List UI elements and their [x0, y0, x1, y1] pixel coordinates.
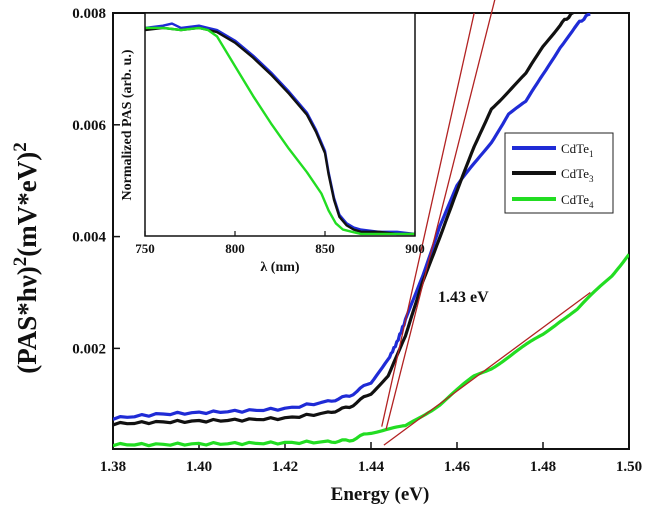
fit-line-2: [385, 0, 496, 430]
main-x-axis-label: Energy (eV): [331, 484, 430, 505]
main-x-tick-label: 1.50: [616, 459, 642, 475]
legend-label-cdte1: CdTe1: [561, 141, 593, 159]
main-x-tick-label: 1.46: [444, 459, 471, 475]
legend-label-cdte4-sub: 4: [589, 200, 594, 210]
main-series-group: [113, 13, 629, 448]
main-x-tick-label: 1.42: [272, 459, 298, 475]
legend-item-cdte4: CdTe4: [512, 192, 594, 210]
inset-series-group: [145, 22, 415, 236]
main-y-axis-label: (PAS*hν)2(mV*eV)2: [10, 142, 42, 374]
main-x-ticks: 1.38 1.40 1.42 1.44 1.46 1.48 1.50: [100, 442, 642, 475]
main-x-tick-label: 1.38: [100, 459, 126, 475]
main-series-line-cdte1: [113, 13, 591, 421]
inset-frame: [144, 12, 416, 237]
inset-y-axis-label: Normalized PAS (arb. u.): [120, 49, 135, 200]
main-y-tick-label: 0.006: [72, 118, 106, 134]
inset-series-line-cdte4: [145, 26, 415, 236]
fit-line-1: [381, 12, 475, 427]
legend-item-cdte1: CdTe1: [512, 141, 593, 159]
legend-label-cdte4-base: CdTe: [561, 192, 589, 207]
y-label-part-main: (PAS*hν): [12, 266, 42, 374]
inset-x-ticks: 750 800 850 900: [135, 231, 425, 256]
legend-label-cdte3-base: CdTe: [561, 166, 589, 181]
y-label-superscript-2: 2: [10, 142, 31, 152]
y-label-superscript-1: 2: [10, 257, 31, 267]
legend-label-cdte4: CdTe4: [561, 192, 594, 210]
main-x-tick-label: 1.44: [358, 459, 385, 475]
fit-line-3: [383, 291, 591, 446]
inset-background: [145, 13, 415, 236]
legend-label-cdte1-sub: 1: [589, 149, 594, 159]
inset-series-line-cdte1: [145, 22, 415, 236]
main-y-ticks: 0.002 0.004 0.006 0.008: [72, 6, 120, 357]
main-y-tick-label: 0.002: [72, 341, 106, 357]
bandgap-annotation: 1.43 eV: [438, 289, 489, 306]
inset-x-axis-label: λ (nm): [260, 260, 299, 275]
inset-x-tick-label: 750: [135, 241, 155, 256]
inset-plot-area: 750 800 850 900: [135, 12, 425, 256]
inset-x-tick-label: 850: [315, 241, 335, 256]
legend-label-cdte1-base: CdTe: [561, 141, 589, 156]
main-plot-area: 1.38 1.40 1.42 1.44 1.46 1.48 1.50 0.0020.0040…: [72, 0, 642, 475]
legend-label-cdte3: CdTe3: [561, 166, 594, 184]
main-x-tick-label: 1.40: [186, 459, 212, 475]
main-series-line-cdte3: [113, 13, 574, 427]
fit-lines-group: [381, 0, 591, 446]
legend-label-cdte3-sub: 3: [589, 174, 594, 184]
inset-x-tick-label: 800: [225, 241, 245, 256]
inset-x-tick-label: 900: [405, 241, 425, 256]
y-label-part-units: (mV*eV): [12, 152, 42, 257]
main-y-tick-label: 0.008: [72, 6, 106, 22]
legend: CdTe1 CdTe3 CdTe4: [504, 132, 614, 214]
legend-item-cdte3: CdTe3: [512, 166, 594, 184]
main-y-tick-label: 0.004: [72, 230, 106, 246]
main-series-line-cdte4: [113, 253, 629, 448]
main-x-tick-label: 1.48: [530, 459, 556, 475]
